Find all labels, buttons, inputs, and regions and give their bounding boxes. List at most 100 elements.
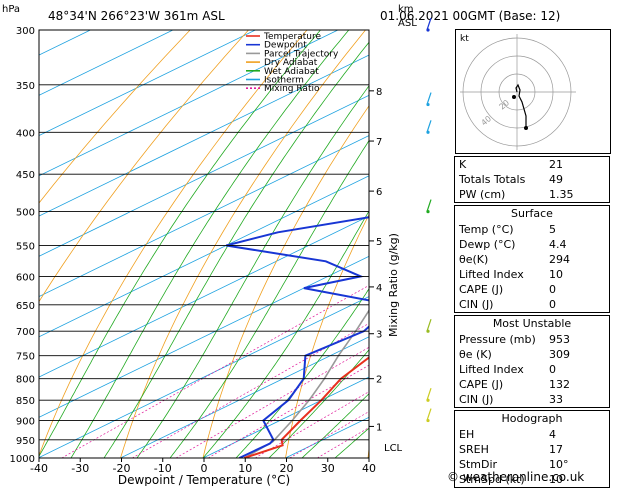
- wind-barb: [427, 120, 431, 132]
- pressure-tick-label: 350: [16, 81, 35, 92]
- pressure-tick-label: 950: [16, 436, 35, 447]
- hodograph-end-point: [524, 126, 528, 130]
- isotherm-line: [0, 30, 255, 458]
- km-tick-label: 3: [376, 330, 382, 341]
- most-unstable-value: 953: [549, 332, 605, 347]
- km-tick-label: 1: [376, 422, 382, 433]
- index-label: K: [459, 157, 466, 172]
- most-unstable-row: CAPE (J) 132: [455, 377, 609, 392]
- lcl-label: LCL: [384, 443, 403, 454]
- storm-motion-point: [512, 95, 516, 99]
- isotherm-line: [0, 30, 420, 458]
- index-row: K 21: [455, 157, 609, 172]
- pressure-tick-label: 550: [16, 241, 35, 252]
- surface-title: Surface: [455, 206, 609, 222]
- pressure-tick-label: 700: [16, 327, 35, 338]
- most-unstable-value: 132: [549, 377, 605, 392]
- mixing-ratio-line: [132, 276, 452, 458]
- wind-barb: [427, 93, 431, 105]
- hodograph-label: EH: [459, 427, 474, 442]
- pressure-tick-label: 600: [16, 272, 35, 283]
- hodograph-title: kt: [460, 34, 469, 44]
- pressure-tick-label: 900: [16, 417, 35, 428]
- wind-barb-dot: [426, 131, 429, 134]
- isotherm-line: [616, 30, 629, 458]
- km-tick-label: 7: [376, 137, 382, 148]
- surface-label: CAPE (J): [459, 282, 503, 297]
- temperature-tick-label: -40: [30, 462, 48, 475]
- km-tick-label: 8: [376, 87, 382, 98]
- pressure-tick-label: 800: [16, 375, 35, 386]
- surface-value: 5: [549, 222, 605, 237]
- index-value: 21: [549, 157, 605, 172]
- surface-row: Lifted Index 10: [455, 267, 609, 282]
- wind-barb-dot: [426, 103, 429, 106]
- index-row: Totals Totals 49: [455, 172, 609, 187]
- surface-value: 0: [549, 282, 605, 297]
- hodograph-table-title: Hodograph: [455, 411, 609, 427]
- most-unstable-value: 309: [549, 347, 605, 362]
- pressure-tick-label: 500: [16, 208, 35, 219]
- legend-entry: Mixing Ratio: [264, 84, 320, 94]
- km-tick-label: 4: [376, 283, 382, 294]
- surface-value: 4.4: [549, 237, 605, 252]
- hodograph-value: 4: [549, 427, 605, 442]
- wind-barb-dot: [426, 399, 429, 402]
- index-row: PW (cm) 1.35: [455, 187, 609, 202]
- index-value: 1.35: [549, 187, 605, 202]
- most-unstable-label: Pressure (mb): [459, 332, 536, 347]
- index-label: PW (cm): [459, 187, 505, 202]
- km-tick-label: 5: [376, 237, 382, 248]
- most-unstable-row: Lifted Index 0: [455, 362, 609, 377]
- hodograph-ring-label: 40: [480, 114, 494, 127]
- most-unstable-label: CAPE (J): [459, 377, 503, 392]
- most-unstable-value: 0: [549, 362, 605, 377]
- wind-barb-dot: [426, 330, 429, 333]
- km-tick-label: 6: [376, 187, 382, 198]
- wind-barb: [427, 409, 431, 421]
- dry-adiabat-line: [613, 30, 629, 458]
- indices-box: K 21 Totals Totals 49 PW (cm) 1.35: [454, 156, 610, 203]
- pressure-tick-label: 300: [16, 26, 35, 37]
- surface-label: Dewp (°C): [459, 237, 515, 252]
- surface-label: Temp (°C): [459, 222, 514, 237]
- temperature-tick-label: 40: [362, 462, 376, 475]
- most-unstable-label: θe (K): [459, 347, 492, 362]
- index-value: 49: [549, 172, 605, 187]
- hodograph-trace: [516, 85, 526, 128]
- most-unstable-row: θe (K) 309: [455, 347, 609, 362]
- credit-text: © weatheronline.co.uk: [447, 470, 584, 484]
- most-unstable-title: Most Unstable: [455, 316, 609, 332]
- km-tick-label: 2: [376, 375, 382, 386]
- pressure-tick-label: 450: [16, 170, 35, 181]
- temperature-tick-label: 30: [321, 462, 335, 475]
- hodograph-value: 17: [549, 442, 605, 457]
- surface-label: Lifted Index: [459, 267, 524, 282]
- location-title: 48°34'N 266°23'W 361m ASL: [48, 9, 225, 23]
- pressure-tick-label: 400: [16, 128, 35, 139]
- hodograph-row: EH 4: [455, 427, 609, 442]
- most-unstable-label: CIN (J): [459, 392, 493, 407]
- surface-row: CAPE (J) 0: [455, 282, 609, 297]
- date-title: 01.06.2021 00GMT (Base: 12): [380, 9, 560, 23]
- wind-barb-dot: [426, 28, 429, 31]
- pressure-tick-label: 850: [16, 396, 35, 407]
- surface-value: 10: [549, 267, 605, 282]
- wind-barb: [427, 200, 431, 212]
- most-unstable-label: Lifted Index: [459, 362, 524, 377]
- index-label: Totals Totals: [459, 172, 525, 187]
- most-unstable-row: CIN (J)33: [455, 392, 609, 407]
- surface-value: 0: [549, 297, 605, 312]
- x-axis-label: Dewpoint / Temperature (°C): [118, 473, 290, 486]
- mixing-ratio-axis-label: Mixing Ratio (g/kg): [387, 233, 400, 337]
- pressure-tick-label: 650: [16, 301, 35, 312]
- temperature-tick-label: -30: [71, 462, 89, 475]
- wind-barb: [427, 319, 431, 331]
- wet-adiabat-line: [104, 30, 379, 458]
- hpa-unit-label: hPa: [2, 4, 20, 15]
